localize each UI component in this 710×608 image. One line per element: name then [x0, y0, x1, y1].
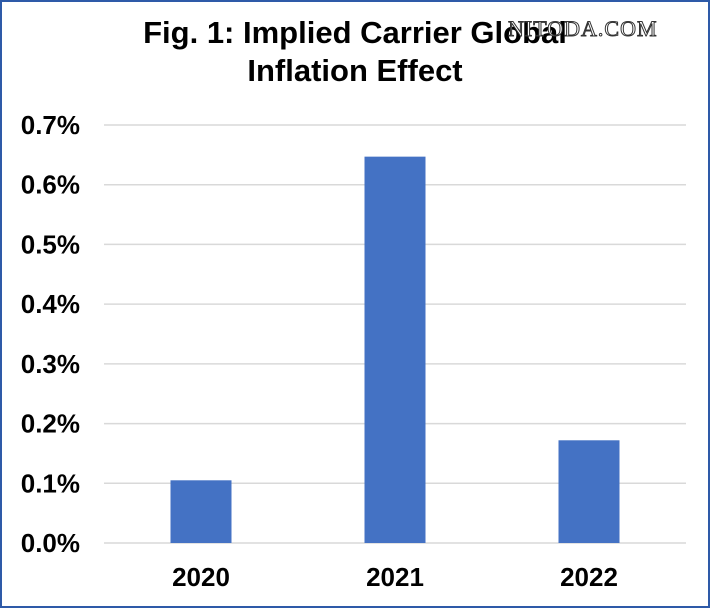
bars [170, 156, 620, 544]
watermark: NITODA.COM [508, 16, 658, 42]
bar-2021 [364, 156, 426, 544]
y-axis-ticks: 0.0% 0.1% 0.2% 0.3% 0.4% 0.5% 0.6% 0.7% [21, 110, 80, 558]
x-tick-label: 2022 [560, 562, 618, 592]
x-tick-label: 2021 [366, 562, 424, 592]
y-tick-label: 0.7% [21, 110, 80, 140]
y-tick-label: 0.1% [21, 468, 80, 498]
x-tick-label: 2020 [172, 562, 230, 592]
y-tick-label: 0.4% [21, 289, 80, 319]
y-tick-label: 0.5% [21, 229, 80, 259]
y-tick-label: 0.3% [21, 349, 80, 379]
y-tick-label: 0.2% [21, 409, 80, 439]
bar-2020 [170, 480, 232, 543]
x-axis-ticks: 2020 2021 2022 [172, 562, 618, 592]
y-tick-label: 0.6% [21, 170, 80, 200]
chart-title: Fig. 1: Implied Carrier Global Inflation… [143, 15, 567, 88]
y-tick-label: 0.0% [21, 528, 80, 558]
bar-2022 [558, 440, 620, 543]
